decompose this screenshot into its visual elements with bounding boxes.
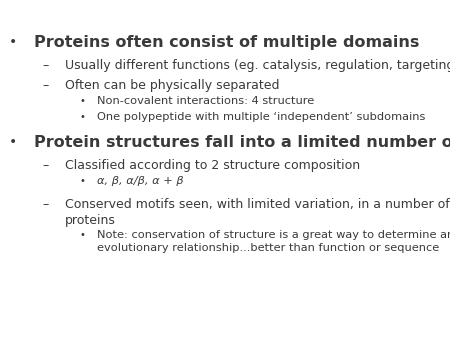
Text: •: •: [80, 176, 86, 186]
Text: Proteins often consist of multiple domains: Proteins often consist of multiple domai…: [34, 35, 419, 50]
Text: –: –: [43, 59, 49, 72]
Text: α, β, α/β, α + β: α, β, α/β, α + β: [97, 176, 184, 186]
Text: Usually different functions (eg. catalysis, regulation, targeting): Usually different functions (eg. catalys…: [65, 59, 450, 72]
Text: •: •: [80, 230, 86, 240]
Text: –: –: [43, 198, 49, 211]
Text: Often can be physically separated: Often can be physically separated: [65, 79, 280, 92]
Text: •: •: [9, 135, 17, 149]
Text: One polypeptide with multiple ‘independent’ subdomains: One polypeptide with multiple ‘independe…: [97, 112, 425, 122]
Text: •: •: [80, 112, 86, 122]
Text: •: •: [9, 35, 17, 49]
Text: Classified according to 2 structure composition: Classified according to 2 structure comp…: [65, 159, 360, 172]
Text: Protein structures fall into a limited number of categories: Protein structures fall into a limited n…: [34, 135, 450, 150]
Text: Conserved motifs seen, with limited variation, in a number of
proteins: Conserved motifs seen, with limited vari…: [65, 198, 450, 227]
Text: Non-covalent interactions: 4 structure: Non-covalent interactions: 4 structure: [97, 96, 314, 106]
Text: –: –: [43, 79, 49, 92]
Text: Note: conservation of structure is a great way to determine an
evolutionary rela: Note: conservation of structure is a gre…: [97, 230, 450, 252]
Text: •: •: [80, 96, 86, 106]
Text: –: –: [43, 159, 49, 172]
